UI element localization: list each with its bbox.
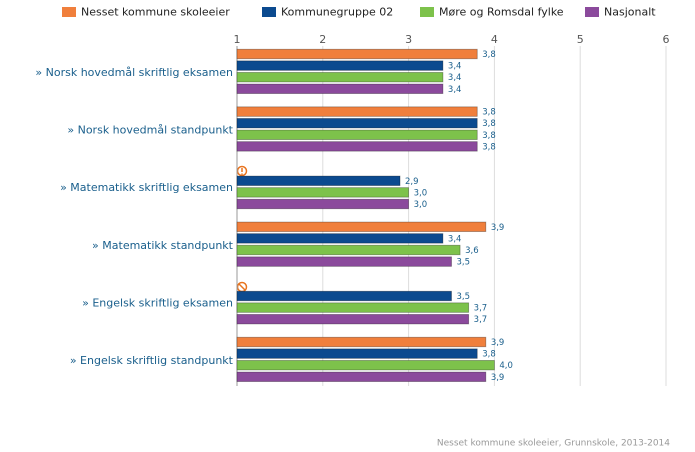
value-label: 4,0 [499, 361, 513, 371]
category-label[interactable]: » Engelsk skriftlig eksamen [82, 296, 233, 309]
legend-swatch[interactable] [62, 7, 76, 17]
legend-label[interactable]: Kommunegruppe 02 [281, 6, 393, 19]
bar [236, 48, 478, 60]
x-tick-label: 2 [319, 33, 326, 46]
bar [236, 233, 444, 244]
category-label[interactable]: » Engelsk skriftlig standpunkt [70, 354, 234, 367]
bar [236, 244, 461, 256]
missing-icon [236, 165, 248, 177]
value-label: 3,8 [482, 108, 496, 118]
caption: Nesset kommune skoleeier, Grunnskole, 20… [437, 439, 670, 449]
bar [236, 83, 444, 94]
bar [236, 106, 478, 117]
value-label: 3,9 [491, 338, 505, 348]
category-label[interactable]: » Norsk hovedmål standpunkt [67, 124, 233, 137]
bar [236, 141, 478, 152]
bar [236, 221, 487, 232]
value-label: 3,4 [448, 85, 462, 95]
missing-icon [236, 281, 248, 293]
x-tick-label: 1 [234, 33, 241, 46]
x-tick-label: 5 [577, 33, 584, 46]
category-label[interactable]: » Matematikk skriftlig eksamen [60, 181, 233, 194]
value-label: 3,9 [491, 373, 505, 383]
category-label[interactable]: » Matematikk standpunkt [92, 239, 234, 252]
x-tick-label: 3 [405, 33, 412, 46]
bar [236, 60, 444, 71]
bar [236, 314, 470, 325]
bar [236, 348, 478, 359]
bar [236, 360, 495, 371]
value-label: 3,5 [457, 258, 471, 268]
value-label: 3,5 [457, 292, 471, 302]
value-label: 3,9 [491, 223, 505, 233]
value-label: 3,7 [474, 304, 488, 314]
bar [236, 371, 487, 382]
value-label: 3,8 [482, 131, 496, 141]
value-label: 3,8 [482, 142, 496, 152]
bar [236, 302, 470, 313]
legend-label[interactable]: Nasjonalt [604, 6, 656, 19]
legend-swatch[interactable] [585, 7, 599, 17]
bar [236, 198, 410, 210]
bar [236, 187, 410, 198]
x-tick-label: 4 [491, 33, 498, 46]
bar [236, 118, 478, 129]
bar [236, 290, 452, 302]
category-label[interactable]: » Norsk hovedmål skriftlig eksamen [35, 66, 233, 79]
bar [236, 129, 478, 140]
value-label: 3,8 [482, 50, 496, 60]
value-label: 3,0 [414, 200, 428, 210]
value-label: 3,7 [474, 315, 488, 325]
value-label: 3,4 [448, 234, 462, 244]
x-tick-label: 6 [663, 33, 670, 46]
bar [236, 175, 401, 186]
value-label: 3,8 [482, 350, 496, 360]
value-label: 3,0 [414, 188, 428, 198]
value-label: 3,8 [482, 119, 496, 129]
bar [236, 256, 452, 267]
bar [236, 336, 487, 348]
legend-label[interactable]: Møre og Romsdal fylke [439, 6, 564, 19]
legend-swatch[interactable] [262, 7, 276, 17]
value-label: 3,4 [448, 73, 462, 83]
value-label: 3,4 [448, 62, 462, 72]
value-label: 2,9 [405, 177, 419, 187]
legend-swatch[interactable] [420, 7, 434, 17]
bar [236, 72, 444, 83]
value-label: 3,6 [465, 246, 479, 256]
legend-label[interactable]: Nesset kommune skoleeier [81, 6, 230, 19]
